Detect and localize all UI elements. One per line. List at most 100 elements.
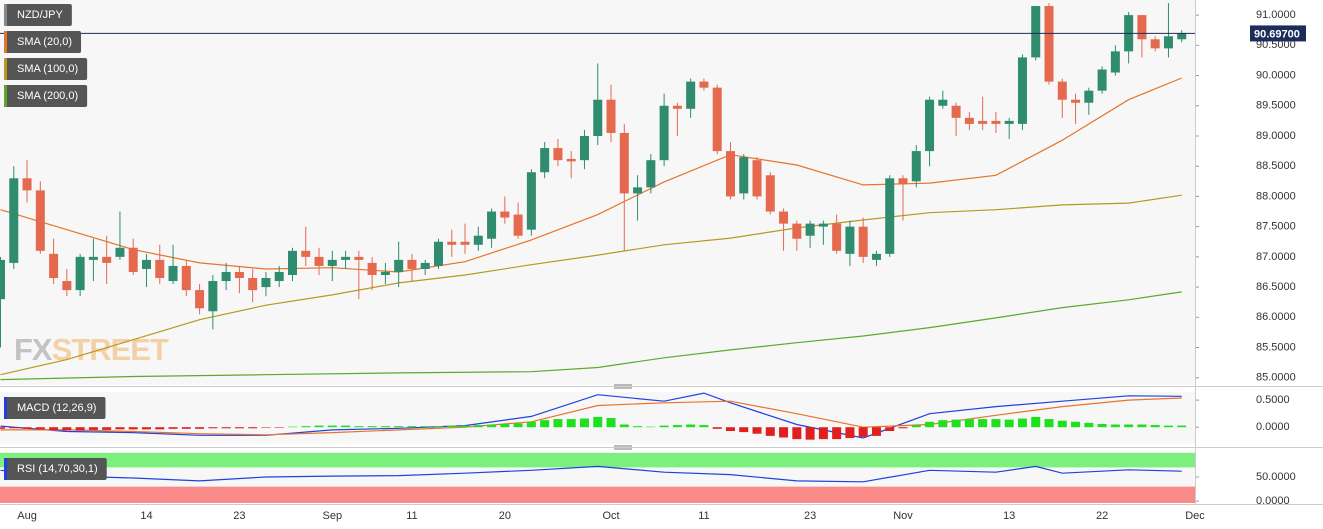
x-tick-label: Nov [893, 510, 913, 522]
histogram-bar [779, 427, 789, 438]
candle-body [500, 211, 510, 218]
series-line [0, 194, 1182, 376]
candle-body [659, 105, 669, 161]
histogram-bar [978, 419, 988, 428]
candle-body [487, 211, 497, 239]
histogram-bar [487, 424, 497, 428]
price-panel [0, 0, 1195, 385]
histogram-bar [420, 426, 430, 428]
candle-body [1097, 69, 1107, 91]
histogram-bar [553, 419, 563, 428]
legend-swatch [4, 397, 7, 419]
histogram-bar [619, 424, 629, 428]
histogram-bar [301, 426, 311, 428]
candle-body [646, 160, 656, 188]
histogram-bar [659, 425, 669, 428]
histogram-bar [991, 419, 1001, 428]
legend-label: RSI (14,70,30,1) [17, 463, 98, 475]
candle-body [1071, 99, 1081, 103]
histogram-bar [752, 427, 762, 434]
histogram-bar [234, 427, 244, 429]
candle-body [407, 259, 417, 269]
histogram-bar [911, 425, 921, 428]
candle-body [593, 99, 603, 136]
histogram-bar [646, 426, 656, 428]
candle-body [579, 135, 589, 161]
histogram-bar [354, 426, 364, 428]
candle-body [964, 117, 974, 124]
candle-body [141, 259, 151, 269]
candle-body [115, 247, 125, 257]
legend-swatch [4, 458, 7, 480]
candle-body [699, 81, 709, 88]
histogram-bar [1084, 422, 1094, 428]
y-tick-label: 91.0000 [1256, 9, 1296, 21]
histogram-bar [380, 426, 390, 428]
x-tick-label: 14 [140, 510, 152, 522]
candle-body [473, 235, 483, 245]
candle-body [1177, 33, 1187, 40]
watermark-street: STREET [52, 332, 169, 367]
histogram-bar [0, 427, 5, 429]
candle-body [619, 132, 629, 194]
histogram-bar [1137, 424, 1147, 428]
candle-body [633, 187, 643, 194]
panel-handles [614, 384, 632, 450]
labels-layer: 85.0000 85.5000 86.0000 86.5000 87.0000 87.50… [4, 4, 1306, 522]
y-tick-label: 85.0000 [1256, 372, 1296, 384]
candle-body [0, 259, 5, 300]
candle-body [354, 256, 364, 260]
y-tick-label: 89.5000 [1256, 100, 1296, 112]
watermark-fx: FX [14, 332, 53, 367]
candle-body [1110, 51, 1120, 73]
legend-swatch [4, 4, 7, 26]
candle-body [1057, 81, 1067, 100]
histogram-bar [287, 426, 297, 428]
candle-body [88, 256, 98, 260]
candle-body [672, 105, 682, 109]
histogram-bar [367, 426, 377, 428]
legend-label: NZD/JPY [17, 9, 64, 21]
y-tick-label: 87.5000 [1256, 221, 1296, 233]
candle-body [818, 223, 828, 227]
candle-body [221, 271, 231, 282]
legend-box [4, 31, 82, 53]
candle-body [938, 99, 948, 106]
candle-body [951, 105, 961, 118]
candle-body [208, 281, 218, 312]
candle-body [606, 99, 616, 133]
candle-body [779, 211, 789, 224]
histogram-bar [394, 426, 404, 428]
candle-body [102, 256, 112, 263]
series-line [0, 397, 1182, 436]
histogram-bar [606, 418, 616, 428]
histogram-bar [22, 427, 32, 429]
candle-body [1031, 6, 1041, 58]
histogram-bar [1177, 425, 1187, 428]
y-tick-label: 90.0000 [1256, 69, 1296, 81]
candle-body [752, 160, 762, 197]
histogram-bar [712, 427, 722, 429]
histogram-bar [102, 427, 112, 430]
candle-body [49, 253, 59, 279]
candle-body [978, 120, 988, 124]
candle-body [871, 253, 881, 260]
candle-body [553, 148, 563, 161]
candle-body [832, 223, 842, 251]
histogram-bar [1110, 424, 1120, 428]
candle-body [1163, 36, 1173, 49]
x-tick-label: Oct [602, 510, 619, 522]
histogram-bar [49, 427, 59, 430]
y-tick-label: 90.5000 [1256, 39, 1296, 51]
x-tick-label: 23 [804, 510, 816, 522]
histogram-bar [1044, 419, 1054, 428]
candle-body [62, 281, 72, 291]
candle-body [420, 262, 430, 269]
x-tick-label: Sep [323, 510, 343, 522]
candle-body [925, 99, 935, 152]
histogram-bar [1163, 425, 1173, 428]
histogram-bar [540, 420, 550, 428]
candle-body [341, 256, 351, 260]
histogram-bar [765, 427, 775, 436]
candle-body [35, 190, 45, 251]
